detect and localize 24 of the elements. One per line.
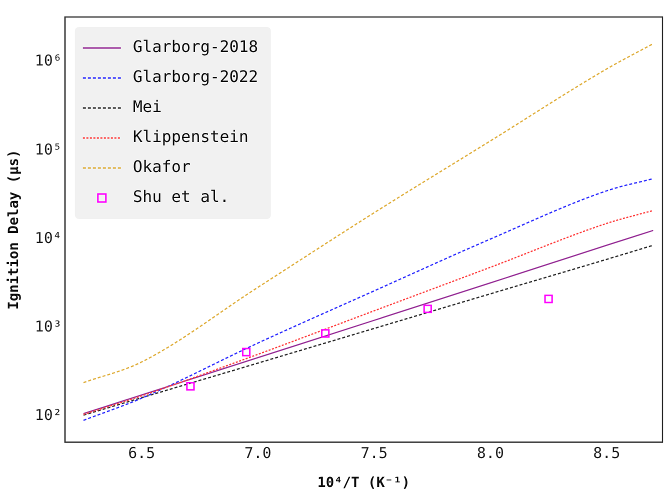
x-axis-title: 10⁴/T (K⁻¹) — [317, 475, 410, 492]
legend-label: Shu et al. — [132, 187, 230, 206]
point — [544, 294, 553, 304]
point — [186, 382, 195, 391]
point — [242, 348, 251, 356]
point — [321, 329, 330, 338]
legend-label: Klippenstein — [132, 127, 248, 146]
y-tick-label: 10⁵ — [34, 140, 62, 158]
x-tick-label: 6.5 — [128, 444, 156, 462]
y-tick-label: 10² — [34, 406, 62, 424]
y-axis-title: Ignition Delay (μs) — [6, 150, 22, 310]
x-tick-label: 7.0 — [244, 444, 272, 462]
line-series — [82, 178, 654, 421]
legend-label: Okafor — [132, 157, 192, 176]
legend-label: Glarborg-2022 — [132, 67, 258, 86]
x-tick-label: 7.5 — [360, 444, 388, 462]
y-tick-label: 10⁴ — [34, 228, 62, 247]
x-tick-label: 8.5 — [593, 444, 620, 462]
point — [423, 304, 432, 314]
legend-label: Mei — [132, 97, 162, 116]
y-tick-label: 10³ — [34, 318, 62, 336]
y-tick-label: 10⁶ — [34, 52, 62, 70]
x-tick-label: 8.0 — [476, 444, 504, 462]
legend-label: Glarborg-2018 — [132, 37, 258, 56]
